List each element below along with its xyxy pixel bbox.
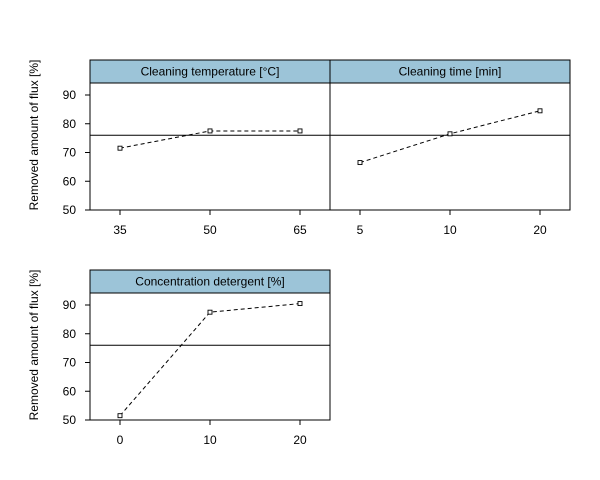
data-point	[207, 128, 213, 134]
y-tick-label: 60	[63, 384, 77, 398]
data-point	[117, 413, 123, 419]
strip-title: Cleaning time [min]	[399, 65, 502, 79]
data-point	[297, 128, 303, 134]
x-tick-label: 10	[443, 223, 457, 237]
y-tick-label: 60	[63, 174, 77, 188]
y-tick-label: 50	[63, 413, 77, 427]
y-tick-label: 90	[63, 298, 77, 312]
series-line	[359, 110, 541, 164]
data-point	[447, 131, 453, 137]
x-tick-label: 0	[117, 433, 124, 447]
x-tick-label: 65	[293, 223, 307, 237]
series-line	[119, 130, 300, 149]
data-point	[357, 160, 363, 166]
plot-frame	[89, 82, 331, 211]
data-point	[537, 108, 543, 114]
y-tick-label: 70	[63, 146, 77, 160]
y-tick-label: 70	[63, 356, 77, 370]
data-point	[297, 301, 303, 307]
x-tick-label: 20	[533, 223, 547, 237]
panel-3: Concentration detergent [%] 0 10 20 50 60 70 80…	[27, 269, 331, 447]
y-tick-label: 80	[63, 117, 77, 131]
y-tick-label: 90	[63, 88, 77, 102]
data-point	[207, 309, 213, 315]
x-tick-label: 10	[203, 433, 217, 447]
x-tick-label: 50	[203, 223, 217, 237]
y-tick-label: 80	[63, 327, 77, 341]
x-tick-label: 20	[293, 433, 307, 447]
series-line	[119, 303, 301, 417]
y-axis-label: Removed amount of flux [%]	[27, 60, 41, 211]
x-tick-label: 5	[357, 223, 364, 237]
y-tick-label: 50	[63, 203, 77, 217]
data-point	[117, 145, 123, 151]
panel-2: Cleaning time [min] 5 10 20	[329, 59, 571, 237]
strip-title: Cleaning temperature [°C]	[141, 65, 280, 79]
strip-title: Concentration detergent [%]	[135, 275, 284, 289]
x-tick-label: 35	[113, 223, 127, 237]
plot-frame	[329, 82, 571, 211]
panel-1: Cleaning temperature [°C] 35 50 65 50 60 70 80 9…	[27, 59, 331, 237]
y-axis-label: Removed amount of flux [%]	[27, 270, 41, 421]
